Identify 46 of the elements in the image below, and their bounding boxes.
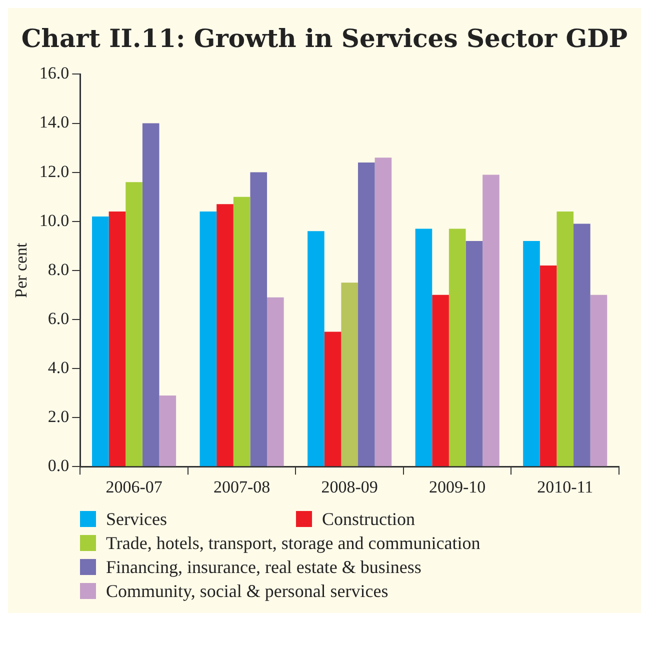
bar (159, 395, 176, 466)
bar (341, 282, 358, 466)
bar (482, 174, 500, 466)
bar (574, 224, 590, 466)
bar (448, 228, 466, 466)
legend-label: Construction (322, 508, 415, 531)
bar (216, 204, 234, 466)
y-tick-label: 12.0 (39, 162, 70, 181)
x-tick-label: 2007-08 (213, 477, 270, 496)
bar (590, 294, 608, 466)
bar (432, 294, 449, 466)
x-tick-label: 2008-09 (321, 477, 378, 496)
x-tick-label: 2010-11 (537, 477, 594, 496)
legend-label: Services (106, 508, 167, 531)
bar (556, 212, 574, 466)
x-tick-label: 2009-10 (429, 477, 486, 496)
y-tick-label: 6.0 (48, 308, 70, 328)
bar (233, 196, 250, 466)
y-tick-label: 4.0 (48, 358, 70, 377)
bar (200, 212, 217, 466)
bar (250, 172, 268, 466)
bar (92, 216, 109, 466)
bar (358, 162, 375, 466)
bar (108, 212, 126, 466)
bar (126, 182, 142, 466)
y-tick-label: 2.0 (48, 407, 70, 426)
y-tick-label: 10.0 (39, 210, 70, 230)
bar (267, 297, 284, 466)
legend-label: Financing, insurance, real estate & business (106, 556, 422, 579)
y-axis-title: Per cent (12, 242, 31, 298)
chart-title: Chart II.11: Growth in Services Sector GDP (20, 23, 629, 55)
legend-label: Trade, hotels, transport, storage and communication (106, 532, 480, 555)
bar (415, 228, 432, 466)
y-tick-label: 14.0 (39, 112, 70, 132)
bar (374, 158, 392, 466)
x-tick-label: 2006-07 (106, 477, 163, 496)
bar (142, 123, 160, 466)
bar (540, 265, 557, 466)
bar (324, 332, 342, 466)
legend-label: Community, social & personal services (106, 580, 388, 603)
bar (466, 240, 483, 466)
y-tick-label: 0.0 (48, 456, 70, 476)
bar (308, 231, 324, 466)
bar (523, 240, 540, 466)
y-tick-label: 16.0 (39, 64, 70, 83)
y-tick-label: 8.0 (48, 260, 70, 279)
